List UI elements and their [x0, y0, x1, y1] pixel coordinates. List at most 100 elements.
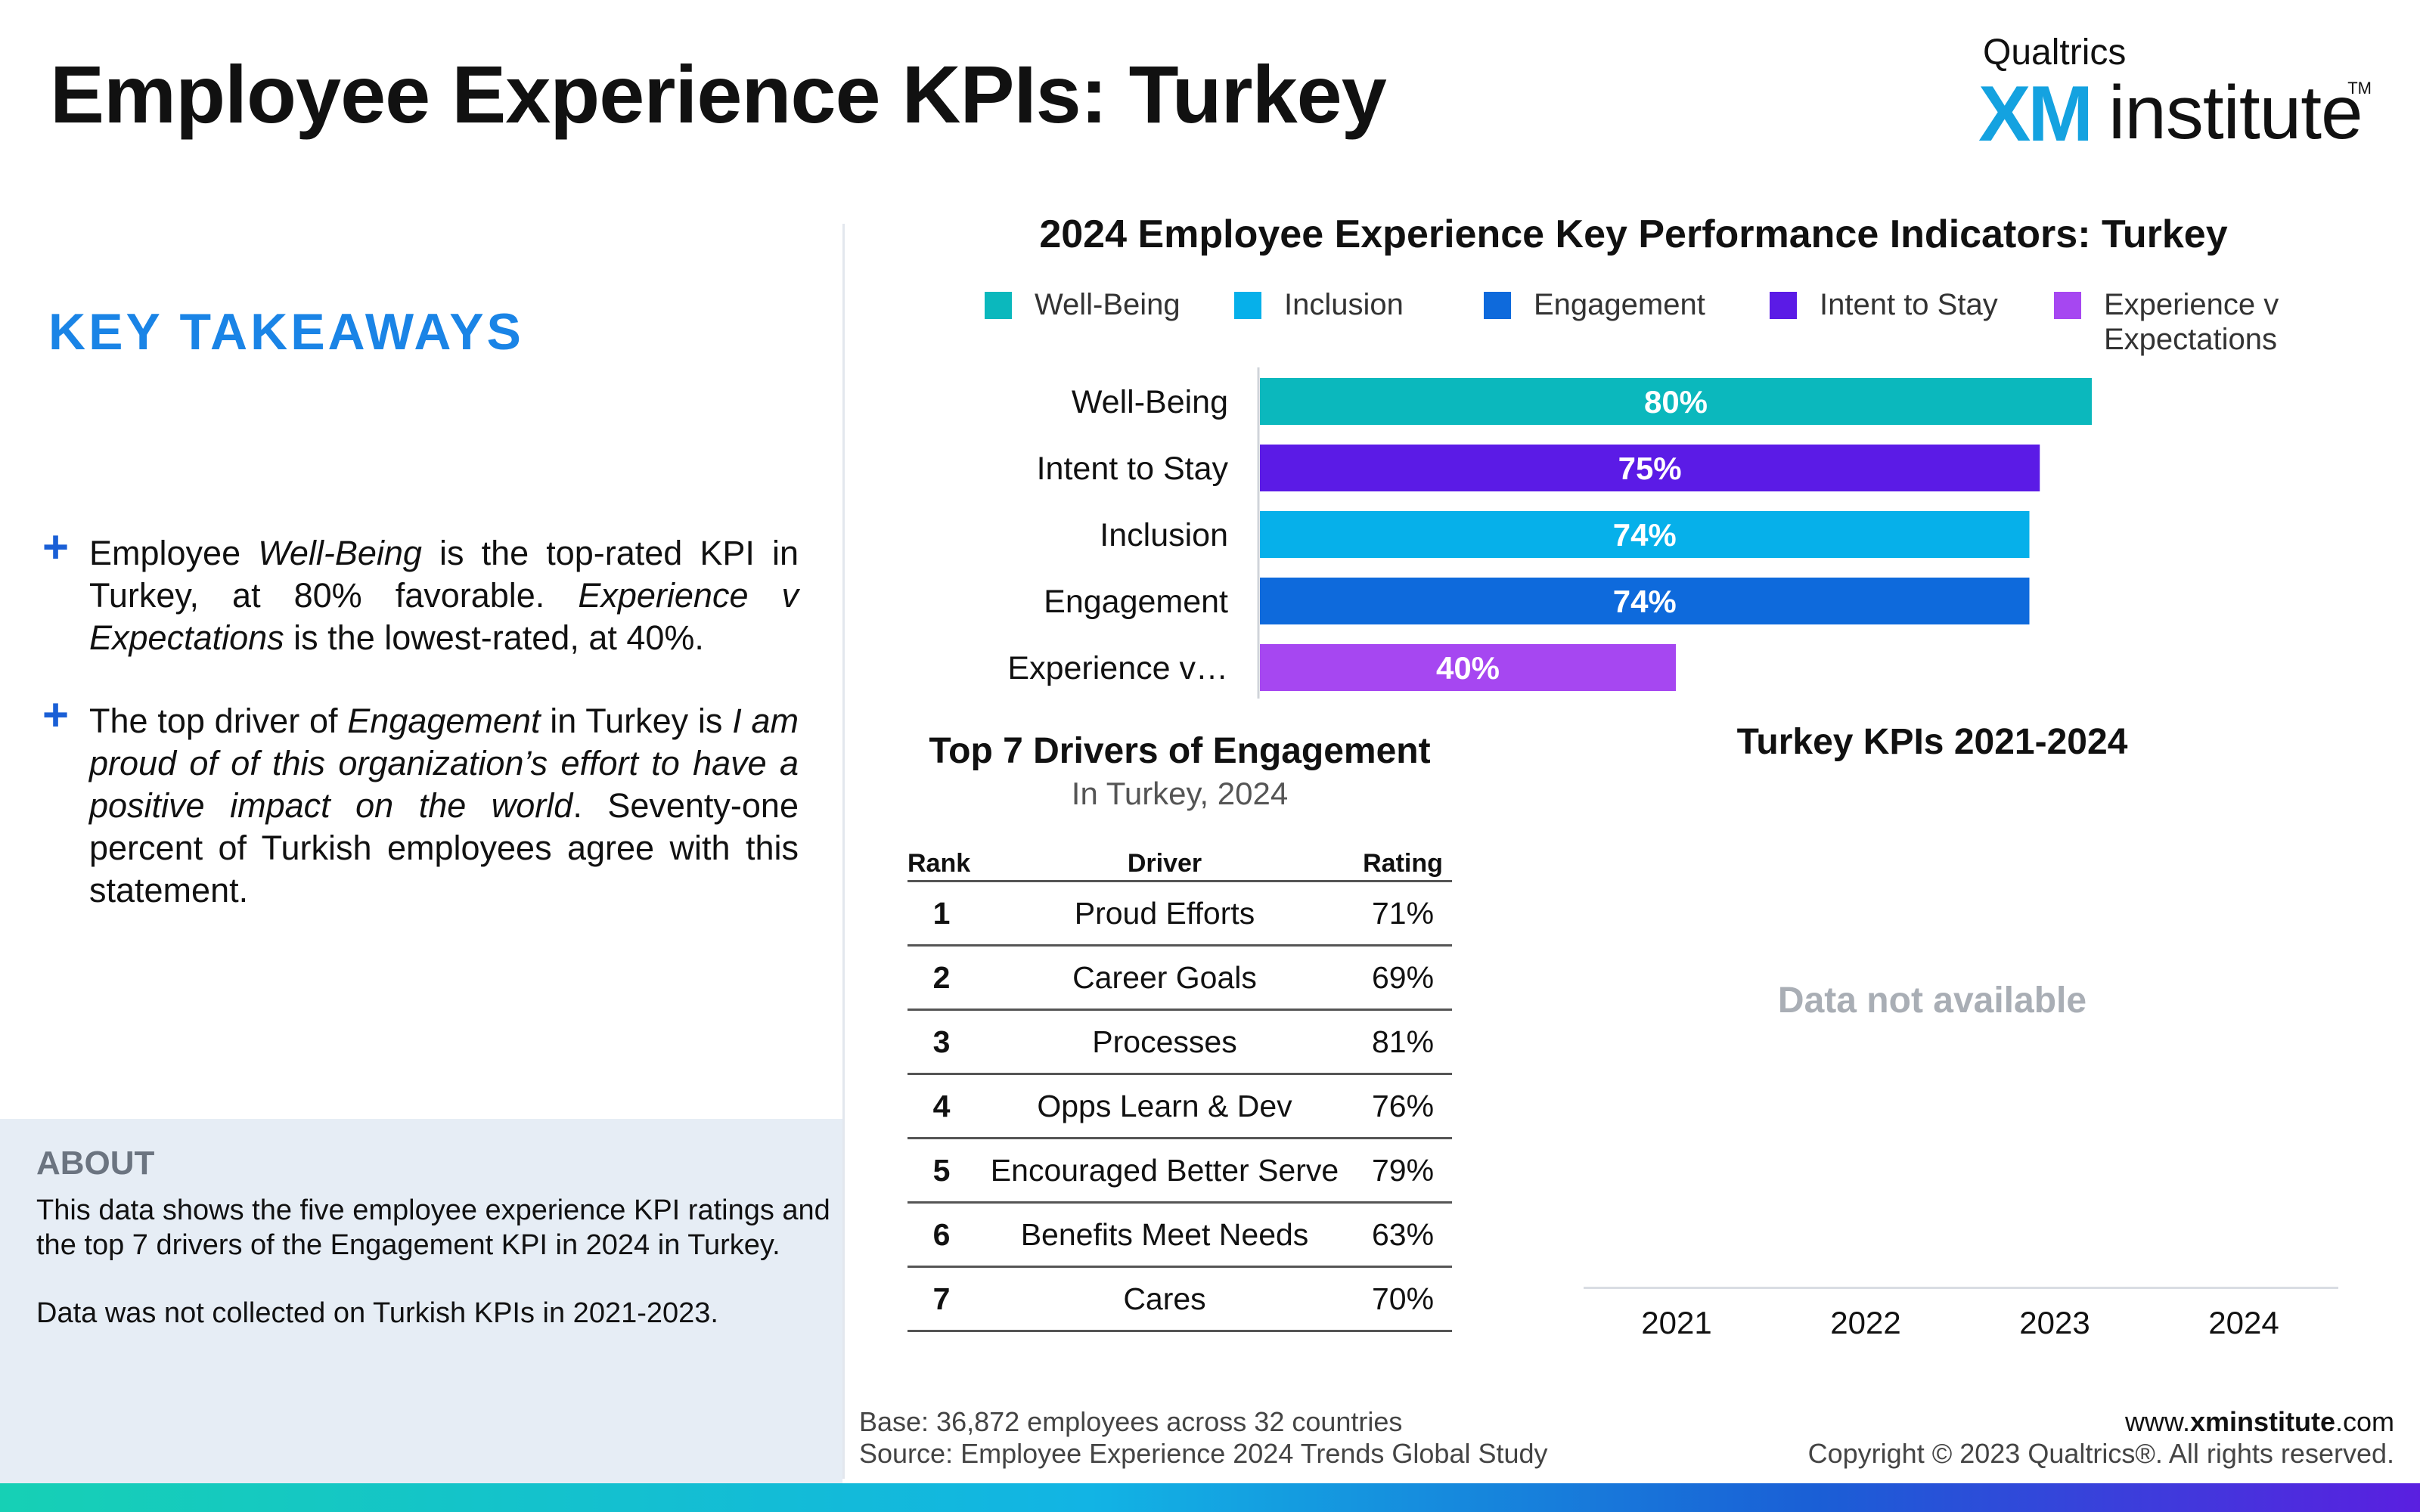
- kpi-chart-title: 2024 Employee Experience Key Performance…: [1039, 212, 2228, 256]
- kpi-trend-axis-line: [1584, 1287, 2338, 1289]
- site-name: xminstitute: [2189, 1406, 2335, 1437]
- legend-label: Inclusion: [1284, 288, 1404, 321]
- bars-layer: Well-Being 80% Intent to Stay 75% Inclusion 7…: [1007, 378, 2092, 691]
- rating-cell: 69%: [1354, 945, 1452, 1011]
- text-run: . Seventy-one percent of Turkish employe…: [89, 786, 799, 909]
- plus-icon: +: [42, 522, 70, 572]
- category-label: Well-Being: [1072, 384, 1228, 420]
- rank-cell: 1: [908, 881, 976, 947]
- x-tick-2023: 2023: [2019, 1305, 2090, 1340]
- driver-cell: Encouraged Better Serve: [976, 1138, 1354, 1204]
- driver-cell: Career Goals: [976, 945, 1354, 1011]
- bar-2: [1260, 511, 2030, 558]
- col-header-driver: Driver: [976, 847, 1354, 882]
- x-tick-2022: 2022: [1830, 1305, 1901, 1340]
- drivers-table-header-row: Rank Driver Rating: [908, 847, 1452, 882]
- bar-3: [1260, 578, 2030, 624]
- table-row: 3 Processes 81%: [908, 1009, 1452, 1075]
- bar-0: [1260, 378, 2092, 425]
- legend-swatch: [1484, 292, 1511, 319]
- logo-xm-text: XM: [1978, 70, 2093, 158]
- rank-cell: 6: [908, 1202, 976, 1268]
- text-run: Employee: [89, 534, 259, 572]
- rank-cell: 5: [908, 1138, 976, 1204]
- page-title: Employee Experience KPIs: Turkey: [50, 48, 1387, 140]
- takeaway-bullet-1: + Employee Well-Being is the top-rated K…: [42, 525, 799, 659]
- table-row: 4 Opps Learn & Dev 76%: [908, 1074, 1452, 1139]
- legend-swatch: [1770, 292, 1797, 319]
- plus-icon: +: [42, 689, 70, 740]
- table-row: 5 Encouraged Better Serve 79%: [908, 1138, 1452, 1204]
- bar-value-label: 40%: [1436, 650, 1500, 686]
- kpi-bar-chart: Well-Being 80% Intent to Stay 75% Inclusion 7…: [1007, 367, 2092, 699]
- text-run: is the top-rated KPI in Turkey, at 80% f…: [89, 534, 799, 615]
- driver-cell: Opps Learn & Dev: [976, 1074, 1354, 1139]
- xm-institute-logo: Qualtrics XM institute TM: [1978, 32, 2372, 158]
- base-note: Base: 36,872 employees across 32 countri…: [859, 1406, 1403, 1437]
- source-note: Source: Employee Experience 2024 Trends …: [859, 1438, 1548, 1469]
- drivers-table: Rank Driver Rating 1 Proud Efforts 71% 2…: [908, 847, 1452, 1332]
- x-tick-2024: 2024: [2208, 1305, 2279, 1340]
- text-run: is the lowest-rated, at 40%.: [284, 618, 704, 657]
- rank-cell: 3: [908, 1009, 976, 1075]
- key-takeaways-heading: KEY TAKEAWAYS: [48, 303, 524, 361]
- about-heading: ABOUT: [36, 1145, 155, 1182]
- driver-cell: Processes: [976, 1009, 1354, 1075]
- driver-cell: Cares: [976, 1266, 1354, 1332]
- copyright-note: Copyright © 2023 Qualtrics®. All rights …: [1807, 1438, 2394, 1469]
- logo-qualtrics-text: Qualtrics: [1983, 33, 2127, 73]
- kpi-trend-no-data-label: Data not available: [1777, 981, 2087, 1021]
- rating-cell: 76%: [1354, 1074, 1452, 1139]
- table-row: 2 Career Goals 69%: [908, 945, 1452, 1011]
- footer-gradient-bar: [0, 1483, 2420, 1512]
- bar-value-label: 80%: [1644, 384, 1708, 420]
- category-label: Engagement: [1044, 584, 1228, 620]
- rating-cell: 79%: [1354, 1138, 1452, 1204]
- text-run-italic: I am proud of of this organization’s eff…: [89, 702, 799, 825]
- text-run-italic: Well-Being: [258, 534, 422, 572]
- drivers-table-subtitle: In Turkey, 2024: [1071, 776, 1289, 811]
- about-panel: [0, 1119, 842, 1485]
- rank-cell: 4: [908, 1074, 976, 1139]
- rating-cell: 63%: [1354, 1202, 1452, 1268]
- legend-swatch: [985, 292, 1012, 319]
- bar-1: [1260, 445, 2040, 491]
- about-paragraph-1: This data shows the five employee experi…: [36, 1194, 830, 1261]
- website-link[interactable]: www.xminstitute.com: [2125, 1406, 2394, 1438]
- bar-4: [1260, 644, 1676, 691]
- x-tick-2021: 2021: [1641, 1305, 1712, 1340]
- table-row: 6 Benefits Meet Needs 63%: [908, 1202, 1452, 1268]
- col-header-rating: Rating: [1354, 847, 1452, 882]
- driver-cell: Benefits Meet Needs: [976, 1202, 1354, 1268]
- col-header-rank: Rank: [908, 847, 976, 882]
- table-row: 1 Proud Efforts 71%: [908, 881, 1452, 947]
- category-label: Intent to Stay: [1037, 451, 1229, 487]
- table-row: 7 Cares 70%: [908, 1266, 1452, 1332]
- legend-label: Engagement: [1534, 288, 1705, 321]
- driver-cell: Proud Efforts: [976, 881, 1354, 947]
- rank-cell: 7: [908, 1266, 976, 1332]
- takeaway-text-2: The top driver of Engagement in Turkey i…: [89, 700, 799, 912]
- drivers-table-title: Top 7 Drivers of Engagement: [929, 731, 1431, 771]
- category-label: Inclusion: [1100, 517, 1228, 553]
- logo-trademark: TM: [2347, 79, 2372, 98]
- legend-label: Well-Being: [1035, 288, 1181, 321]
- legend-swatch: [2054, 292, 2081, 319]
- bar-value-label: 75%: [1618, 451, 1682, 486]
- rating-cell: 71%: [1354, 881, 1452, 947]
- column-divider: [842, 224, 845, 1479]
- about-paragraph-2: Data was not collected on Turkish KPIs i…: [36, 1297, 718, 1329]
- legend-label: Experience v Expectations: [2104, 288, 2279, 356]
- text-run-italic: Engagement: [347, 702, 541, 740]
- text-run-italic: Experience v Expectations: [89, 576, 799, 657]
- bar-value-label: 74%: [1613, 584, 1677, 619]
- text-run: in Turkey is: [540, 702, 733, 740]
- category-label: Experience v…: [1007, 650, 1228, 686]
- legend-label: Intent to Stay: [1820, 288, 1998, 321]
- rating-cell: 70%: [1354, 1266, 1452, 1332]
- site-suffix: .com: [2335, 1406, 2394, 1437]
- logo-institute-text: institute: [2108, 70, 2363, 155]
- kpi-trend-title: Turkey KPIs 2021-2024: [1736, 722, 2128, 762]
- legend-swatch: [1234, 292, 1261, 319]
- bar-value-label: 74%: [1613, 517, 1677, 553]
